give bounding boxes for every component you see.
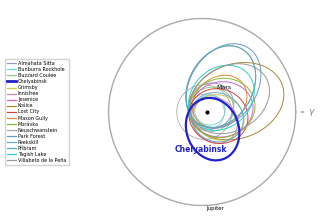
Text: Jupiter: Jupiter bbox=[207, 206, 225, 211]
Text: Chelyabinsk: Chelyabinsk bbox=[174, 145, 227, 154]
Text: $\gamma$: $\gamma$ bbox=[308, 106, 316, 118]
Legend: Almahata Sitta, Bunburra Rockhole, Buzzard Coulee, Chelyabinsk, Grimsby, Innisfr: Almahata Sitta, Bunburra Rockhole, Buzza… bbox=[5, 58, 69, 166]
Text: Mars: Mars bbox=[217, 85, 232, 90]
